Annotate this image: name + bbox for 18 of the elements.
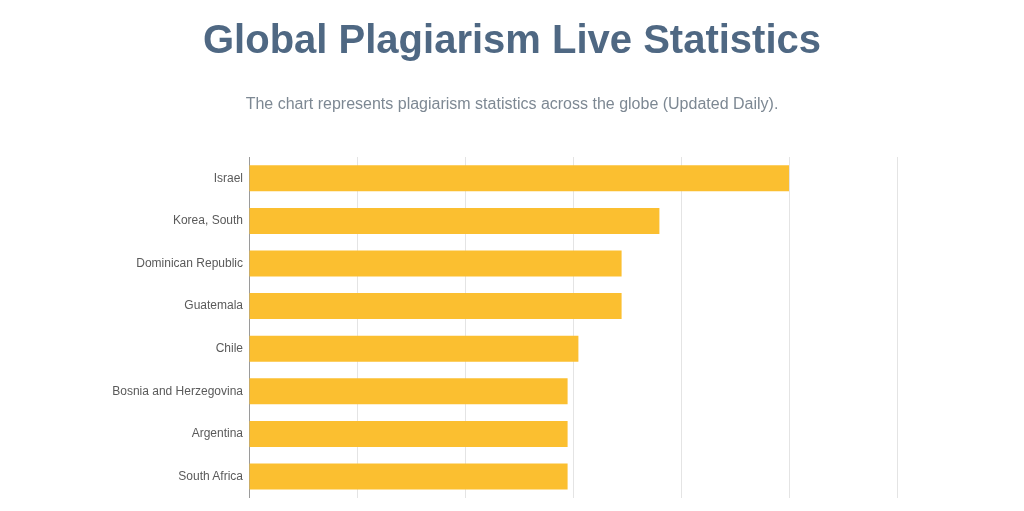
y-tick-label: Bosnia and Herzegovina: [112, 383, 244, 398]
y-tick-label: South Africa: [178, 468, 244, 483]
y-tick-label: Dominican Republic: [136, 255, 243, 270]
y-tick-label: Chile: [215, 341, 244, 356]
chart-title: Global Plagiarism Live Statistics: [202, 16, 822, 63]
y-tick-label: Korea, South: [172, 213, 243, 228]
y-tick-label: Guatemala: [184, 298, 244, 313]
chart-subtitle: The chart represents plagiarism statistics across the globe (Updated Daily).: [244, 94, 780, 114]
bar: [249, 250, 622, 277]
y-tick-label: Israel: [213, 170, 243, 185]
bar: [249, 165, 789, 192]
bar: [249, 335, 579, 362]
y-tick-label: Argentina: [191, 426, 244, 441]
bar: [249, 293, 622, 320]
bar: [249, 420, 568, 447]
bar: [249, 378, 568, 405]
bar: [249, 207, 660, 234]
bar: [249, 463, 568, 490]
